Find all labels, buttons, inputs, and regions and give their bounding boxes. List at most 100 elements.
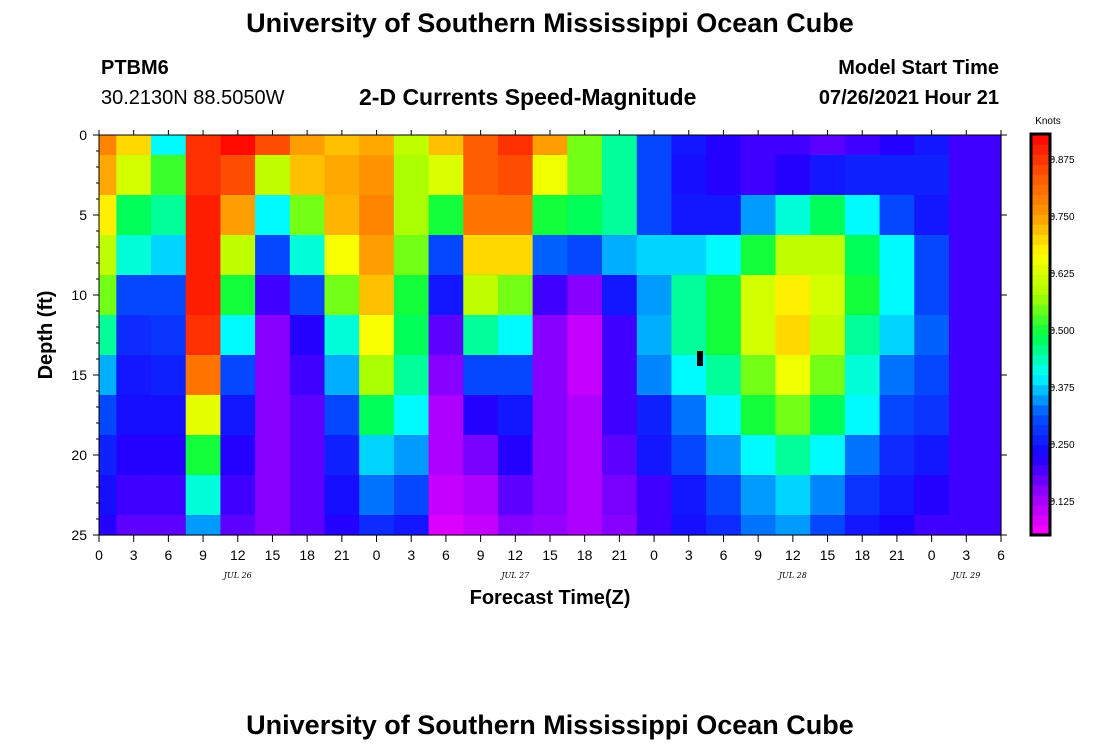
heatmap-cell: [497, 195, 534, 236]
colorbar-step: [1031, 144, 1050, 155]
heatmap-cell: [463, 395, 499, 436]
x-axis-title: Forecast Time(Z): [470, 587, 631, 609]
y-tick-label: 20: [71, 447, 87, 463]
x-tick-label: 12: [508, 547, 524, 563]
heatmap-cell: [636, 435, 673, 476]
heatmap-cell: [775, 475, 811, 516]
heatmap-cell: [602, 435, 638, 476]
heatmap-cell: [983, 315, 1002, 356]
heatmap-cell: [706, 475, 742, 516]
heatmap-cell: [567, 195, 603, 236]
heatmap-cell: [810, 275, 846, 316]
heatmap-cell: [914, 195, 950, 236]
x-tick-label: 15: [265, 547, 281, 563]
heatmap-cell: [775, 155, 811, 196]
heatmap-cell: [359, 355, 395, 396]
heatmap-cell: [948, 435, 985, 476]
heatmap-cell: [463, 515, 499, 536]
colorbar-step: [1031, 474, 1050, 486]
x-tick-label: 3: [685, 547, 693, 563]
heatmap-cell: [220, 315, 256, 356]
heatmap-cell: [463, 155, 499, 196]
heatmap-cell: [220, 135, 256, 156]
heatmap-cell: [948, 275, 985, 316]
heatmap-cell: [185, 315, 222, 356]
data-marker: [697, 351, 703, 366]
x-tick-label: 6: [720, 547, 728, 563]
heatmap-cell: [983, 355, 1002, 396]
heatmap-cell: [393, 135, 430, 156]
heatmap-cell: [185, 395, 222, 436]
heatmap-cell: [740, 315, 777, 356]
heatmap-cell: [706, 135, 742, 156]
x-tick-label: 15: [542, 547, 558, 563]
heatmap-cell: [185, 155, 222, 196]
heatmap-cell: [567, 355, 603, 396]
heatmap-cell: [185, 475, 222, 516]
heatmap-cell: [255, 315, 291, 356]
heatmap-cell: [151, 435, 187, 476]
x-date-label: JUL 28: [777, 571, 807, 580]
heatmap-cell: [810, 155, 846, 196]
x-tick-label: 0: [928, 547, 936, 563]
heatmap-cell: [99, 395, 117, 436]
heatmap-cell: [740, 515, 777, 536]
heatmap-cell: [324, 195, 360, 236]
y-tick-label: 5: [79, 207, 87, 223]
colorbar-step: [1031, 304, 1050, 316]
heatmap-cell: [636, 135, 673, 156]
heatmap-cell: [775, 435, 811, 476]
colorbar-step: [1031, 174, 1050, 185]
chart-subtitle: 2-D Currents Speed-Magnitude: [359, 84, 697, 110]
colorbar-step: [1031, 394, 1050, 406]
colorbar-step: [1031, 484, 1050, 496]
colorbar-step: [1031, 164, 1050, 175]
heatmap-cell: [671, 435, 707, 476]
x-tick-label: 18: [299, 547, 315, 563]
x-tick-label: 6: [164, 547, 172, 563]
heatmap-cell: [255, 155, 291, 196]
x-tick-label: 12: [785, 547, 801, 563]
heatmap-cell: [983, 155, 1002, 196]
heatmap-cell: [706, 315, 742, 356]
heatmap-cell: [428, 395, 464, 436]
heatmap-cell: [879, 515, 915, 536]
heatmap-cell: [636, 395, 673, 436]
heatmap-cell: [99, 515, 117, 536]
heatmap-cell: [220, 235, 256, 276]
colorbar-step: [1031, 414, 1050, 426]
heatmap-cell: [567, 135, 603, 156]
heatmap-cell: [636, 475, 673, 516]
heatmap-cell: [636, 275, 673, 316]
heatmap-cell: [359, 275, 395, 316]
heatmap-cell: [914, 475, 950, 516]
heatmap-cell: [602, 515, 638, 536]
heatmap-cell: [463, 195, 499, 236]
heatmap-cell: [255, 195, 291, 236]
heatmap-cell: [567, 435, 603, 476]
model-start-time: 07/26/2021 Hour 21: [818, 87, 999, 109]
colorbar-step: [1031, 524, 1050, 536]
heatmap-cell: [671, 395, 707, 436]
heatmap-cell: [602, 235, 638, 276]
heatmap-cell: [914, 275, 950, 316]
y-tick-label: 10: [71, 287, 87, 303]
heatmap-cell: [497, 515, 534, 536]
heatmap-cell: [99, 315, 117, 356]
colorbar-step: [1031, 314, 1050, 326]
heatmap-cell: [948, 475, 985, 516]
colorbar-step: [1031, 464, 1050, 476]
heatmap-cell: [185, 355, 222, 396]
heatmap-cell: [116, 515, 152, 536]
x-tick-label: 18: [854, 547, 870, 563]
heatmap-cell: [116, 275, 152, 316]
heatmap-cell: [671, 475, 707, 516]
heatmap-cell: [567, 315, 603, 356]
heatmap-cell: [324, 275, 360, 316]
heatmap-cell: [359, 235, 395, 276]
colorbar-tick-label: 0.375: [1049, 383, 1074, 394]
heatmap-cell: [775, 355, 811, 396]
heatmap-cell: [879, 475, 915, 516]
heatmap-cell: [671, 135, 707, 156]
